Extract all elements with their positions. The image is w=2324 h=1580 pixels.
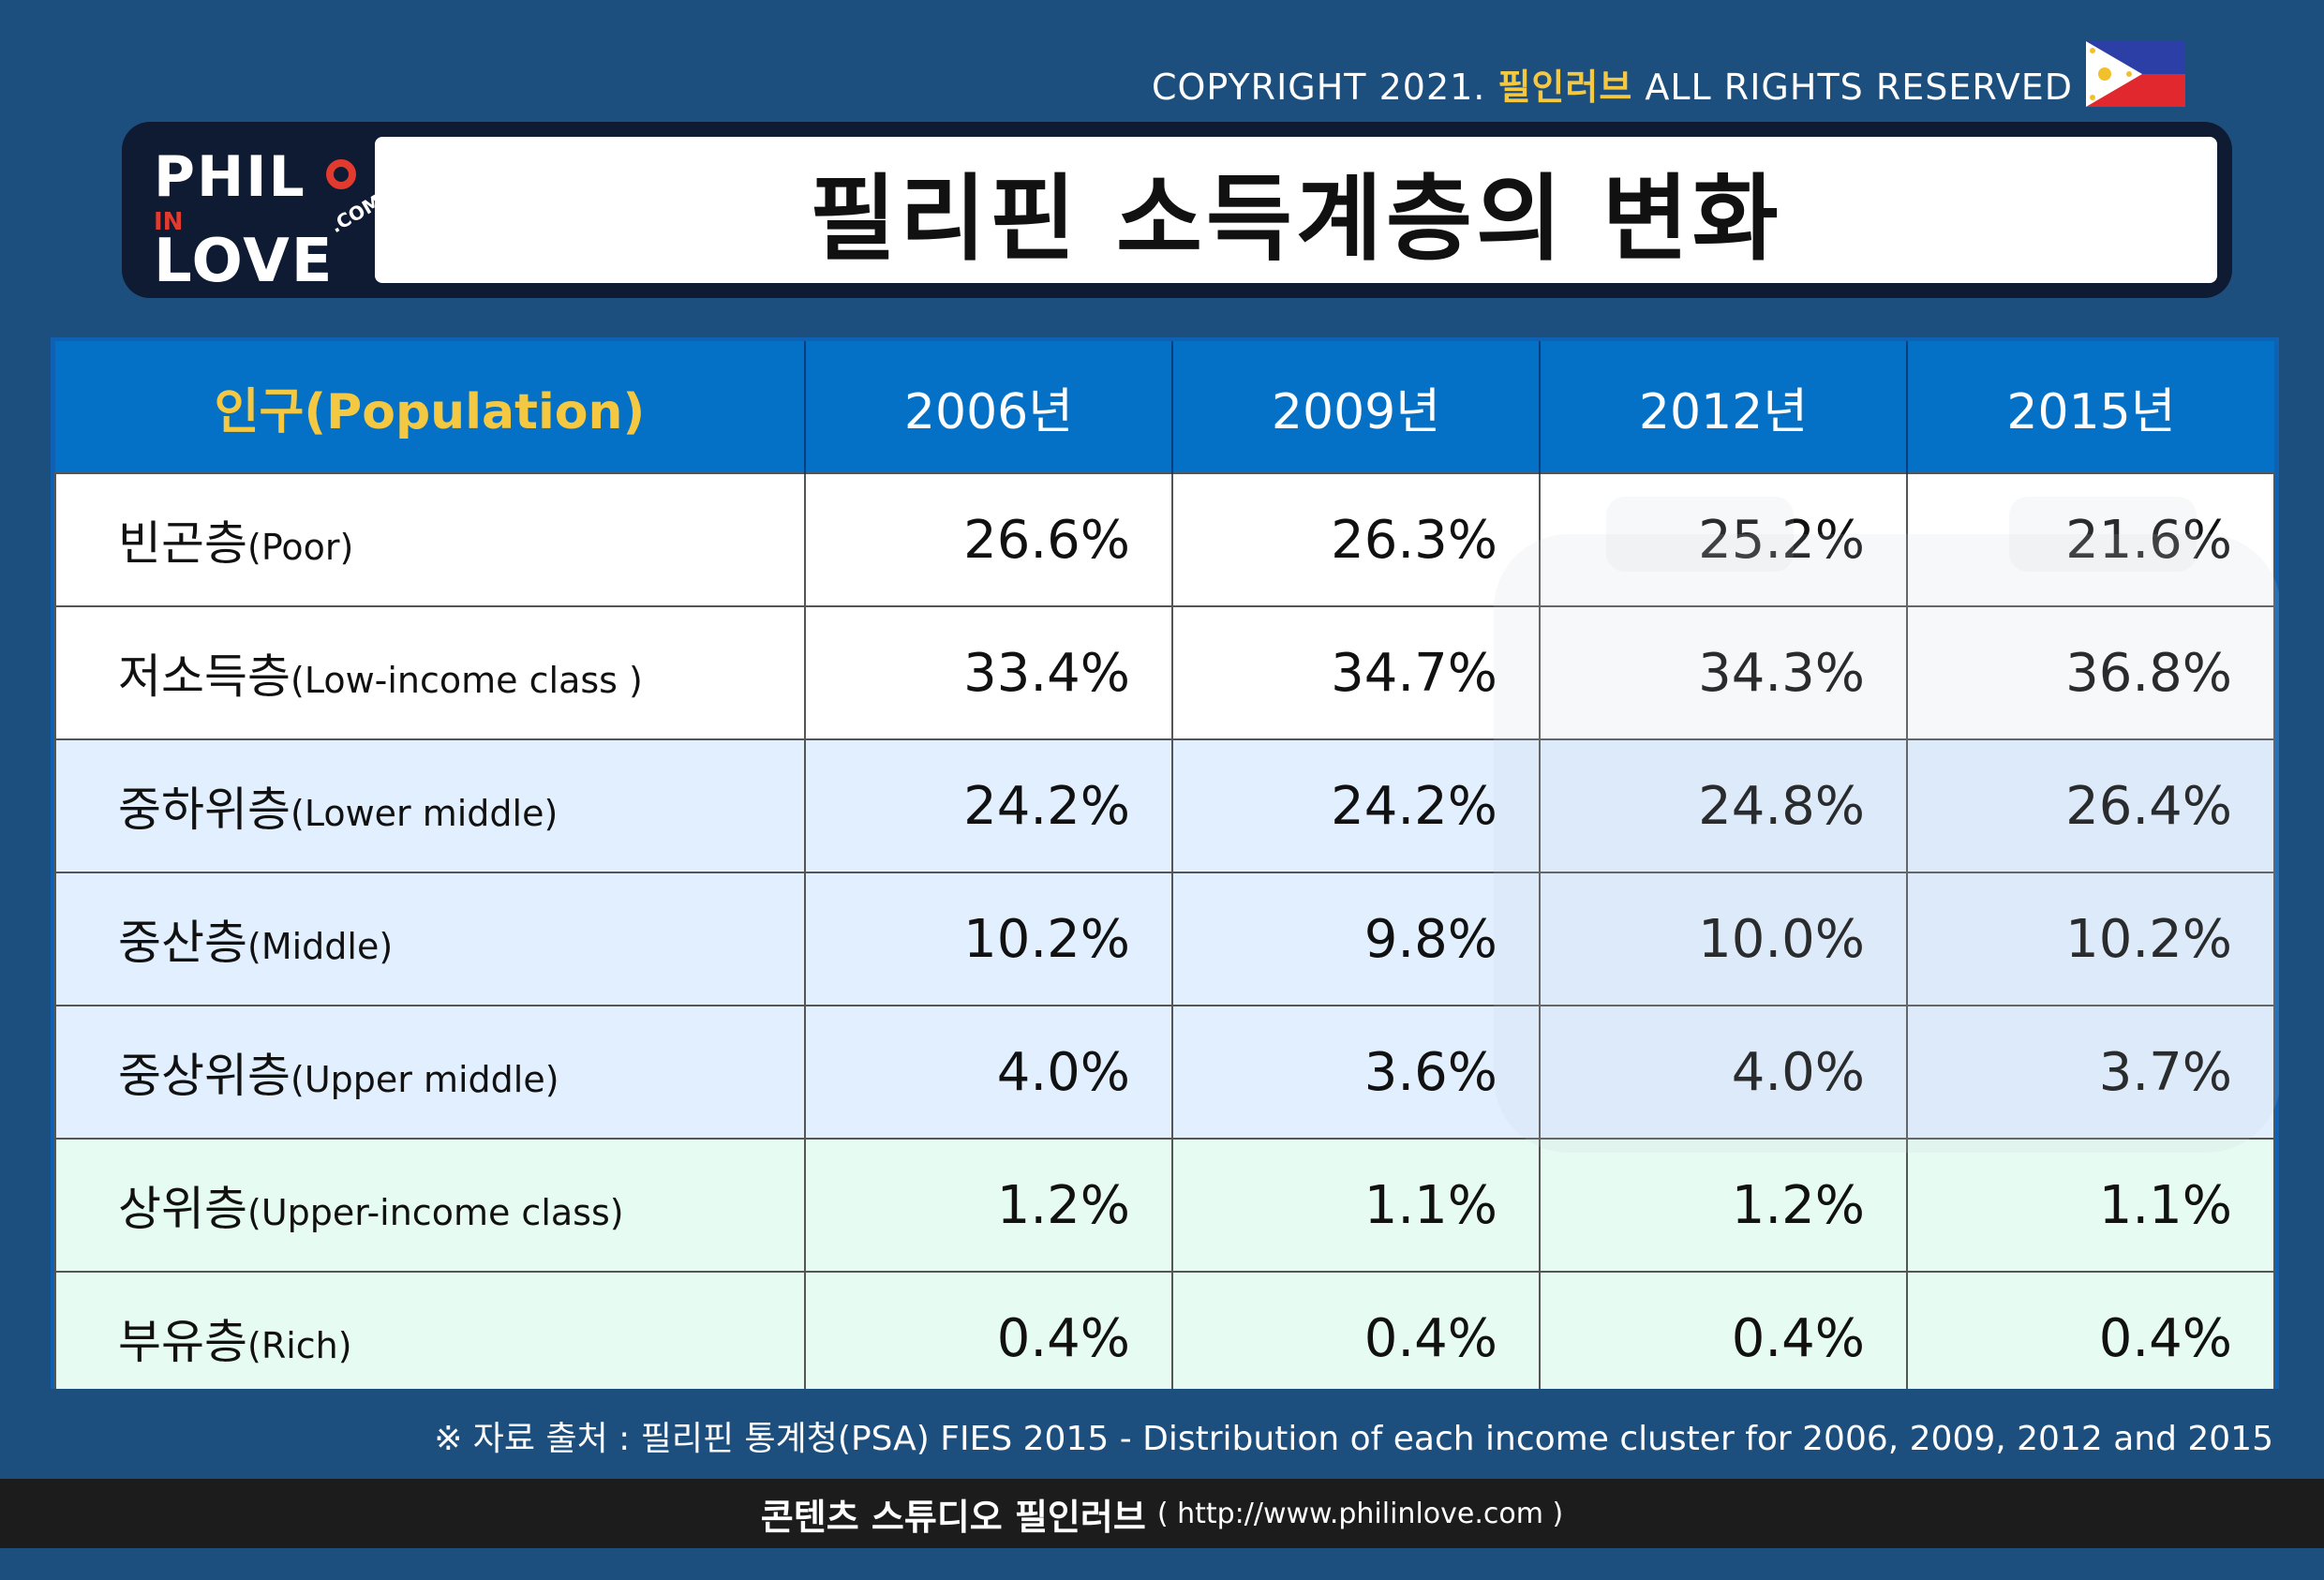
row-label-en: (Middle) — [247, 926, 394, 967]
value-cell: 0.4% — [1906, 1271, 2275, 1389]
value-cell: 0.4% — [804, 1271, 1173, 1389]
row-label: 저소득층(Low-income class ) — [54, 605, 806, 740]
value-cell: 33.4% — [804, 605, 1173, 740]
value-cell: 26.3% — [1171, 472, 1541, 607]
row-label-ko: 저소득층 — [118, 649, 290, 704]
column-header-2009: 2009년 — [1171, 341, 1540, 473]
table-row: 중산층(Middle) 10.2% 9.8% 10.0% 10.2% — [54, 872, 2275, 1006]
row-label: 중상위층(Upper middle) — [54, 1005, 806, 1140]
philippines-flag-icon — [2086, 41, 2185, 107]
value-cell: 1.1% — [1171, 1138, 1541, 1273]
value-cell: 24.8% — [1539, 738, 1908, 873]
row-label-en: (Lower middle) — [290, 793, 559, 834]
logo-line1: PHIL — [154, 144, 306, 210]
logo-line2: IN — [154, 208, 184, 236]
table-row: 빈곤층(Poor) 26.6% 26.3% 25.2% 21.6% — [54, 472, 2275, 607]
value-cell: 3.7% — [1906, 1005, 2275, 1140]
value-cell: 10.2% — [804, 872, 1173, 1006]
value-cell: 4.0% — [1539, 1005, 1908, 1140]
value-cell: 9.8% — [1171, 872, 1541, 1006]
value-cell: 26.4% — [1906, 738, 2275, 873]
page-title: 필리핀 소득계층의 변화 — [810, 163, 1782, 274]
copyright-suffix: ALL RIGHTS RESERVED — [1632, 67, 2073, 108]
value-cell: 4.0% — [804, 1005, 1173, 1140]
value-cell: 21.6% — [1906, 472, 2275, 607]
title-bar: PHIL IN LOVE .COM 필리핀 소득계층의 변화 — [122, 122, 2232, 298]
table-row: 상위층(Upper-income class) 1.2% 1.1% 1.2% 1.1% — [54, 1138, 2275, 1273]
table-row: 부유층(Rich) 0.4% 0.4% 0.4% 0.4% — [54, 1271, 2275, 1389]
value-cell: 3.6% — [1171, 1005, 1541, 1140]
column-header-2015: 2015년 — [1906, 341, 2274, 473]
value-cell: 1.2% — [1539, 1138, 1908, 1273]
value-cell: 1.2% — [804, 1138, 1173, 1273]
row-label-ko: 부유층 — [118, 1315, 247, 1369]
value-cell: 10.0% — [1539, 872, 1908, 1006]
footer-studio-name: 콘텐츠 스튜디오 필인러브 — [760, 1496, 1146, 1538]
table-header-row: 인구(Population) 2006년 2009년 2012년 2015년 — [55, 341, 2274, 473]
row-label: 부유층(Rich) — [54, 1271, 806, 1389]
row-label: 중하위층(Lower middle) — [54, 738, 806, 873]
logo-shutter-icon — [326, 159, 356, 189]
copyright-prefix: COPYRIGHT 2021. — [1151, 67, 1498, 108]
row-label-ko: 상위층 — [118, 1182, 247, 1236]
row-label: 중산층(Middle) — [54, 872, 806, 1006]
value-cell: 1.1% — [1906, 1138, 2275, 1273]
row-label-en: (Upper-income class) — [247, 1192, 624, 1233]
phil-in-love-logo: PHIL IN LOVE .COM — [142, 135, 385, 296]
value-cell: 0.4% — [1539, 1271, 1908, 1389]
copyright-brand: 필인러브 — [1497, 67, 1633, 108]
row-label-en: (Low-income class ) — [290, 660, 643, 701]
source-note: ※ 자료 출처 : 필리핀 통계청(PSA) FIES 2015 - Distr… — [434, 1420, 2273, 1458]
income-class-table: 인구(Population) 2006년 2009년 2012년 2015년 빈… — [54, 341, 2275, 1389]
title-panel: 필리핀 소득계층의 변화 — [375, 137, 2217, 283]
table-row: 중하위층(Lower middle) 24.2% 24.2% 24.8% 26.4% — [54, 738, 2275, 873]
value-cell: 34.3% — [1539, 605, 1908, 740]
row-label-en: (Rich) — [247, 1325, 352, 1366]
table-row: 저소득층(Low-income class ) 33.4% 34.7% 34.3% 36… — [54, 605, 2275, 740]
row-label: 빈곤층(Poor) — [54, 472, 806, 607]
value-cell: 26.6% — [804, 472, 1173, 607]
logo-watermark — [1494, 497, 2279, 1153]
value-cell: 24.2% — [804, 738, 1173, 873]
value-cell: 25.2% — [1539, 472, 1908, 607]
row-label: 상위층(Upper-income class) — [54, 1138, 806, 1273]
footer-url[interactable]: ( http://www.philinlove.com ) — [1156, 1497, 1564, 1530]
row-label-ko: 중하위층 — [118, 783, 290, 837]
value-cell: 10.2% — [1906, 872, 2275, 1006]
column-header-population: 인구(Population) — [55, 341, 805, 473]
table-row: 중상위층(Upper middle) 4.0% 3.6% 4.0% 3.7% — [54, 1005, 2275, 1140]
row-label-en: (Upper middle) — [290, 1059, 559, 1100]
row-label-ko: 중산층 — [118, 916, 247, 970]
row-label-en: (Poor) — [247, 527, 354, 568]
footer-bar: 콘텐츠 스튜디오 필인러브 ( http://www.philinlove.co… — [0, 1479, 2324, 1548]
value-cell: 0.4% — [1171, 1271, 1541, 1389]
value-cell: 34.7% — [1171, 605, 1541, 740]
row-label-ko: 빈곤층 — [118, 516, 247, 571]
logo-line3: LOVE — [154, 227, 335, 296]
income-table-container: 인구(Population) 2006년 2009년 2012년 2015년 빈… — [51, 337, 2279, 1389]
value-cell: 24.2% — [1171, 738, 1541, 873]
value-cell: 36.8% — [1906, 605, 2275, 740]
row-label-ko: 중상위층 — [118, 1049, 290, 1103]
column-header-2006: 2006년 — [804, 341, 1172, 473]
column-header-2012: 2012년 — [1539, 341, 1907, 473]
copyright-text: COPYRIGHT 2021. 필인러브 ALL RIGHTS RESERVED — [1152, 58, 2073, 110]
